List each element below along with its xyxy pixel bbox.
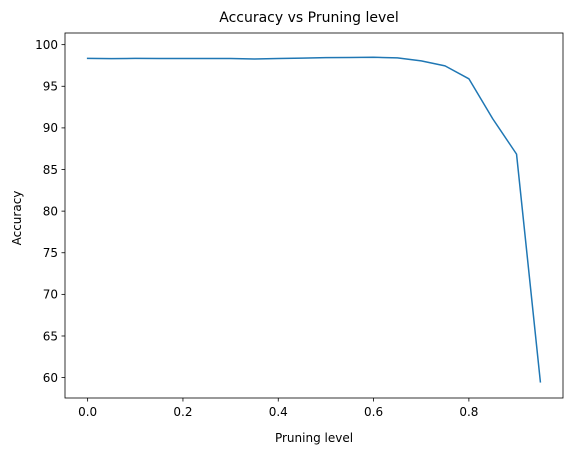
- axes-frame: [64, 32, 564, 399]
- x-axis-label: Pruning level: [275, 431, 353, 445]
- series-line-0: [86, 56, 542, 383]
- y-tick-label: 60: [43, 371, 58, 385]
- y-tick-label: 75: [43, 246, 58, 260]
- y-tick-label: 95: [43, 80, 58, 94]
- chart-title: Accuracy vs Pruning level: [219, 10, 398, 26]
- y-tick-label: 100: [35, 38, 58, 52]
- y-axis-label: Accuracy: [10, 191, 24, 246]
- x-tick-label: 0.4: [269, 405, 288, 419]
- plot-area: 0.0 0.2 0.4 0.6 0.8 60 65 70 75 80 85 90 95 100: [35, 32, 564, 419]
- y-tick-label: 90: [43, 121, 58, 135]
- x-tick-label: 0.8: [459, 405, 478, 419]
- x-tick-label: 0.2: [173, 405, 192, 419]
- y-axis-ticks: 60 65 70 75 80 85 90 95 100: [35, 38, 65, 385]
- y-tick-label: 70: [43, 288, 58, 302]
- y-tick-label: 80: [43, 204, 58, 218]
- y-tick-label: 85: [43, 163, 58, 177]
- x-tick-label: 0.0: [78, 405, 97, 419]
- x-tick-label: 0.6: [364, 405, 383, 419]
- series-layer: [86, 56, 542, 383]
- x-axis-ticks: 0.0 0.2 0.4 0.6 0.8: [78, 398, 478, 419]
- y-tick-label: 65: [43, 329, 58, 343]
